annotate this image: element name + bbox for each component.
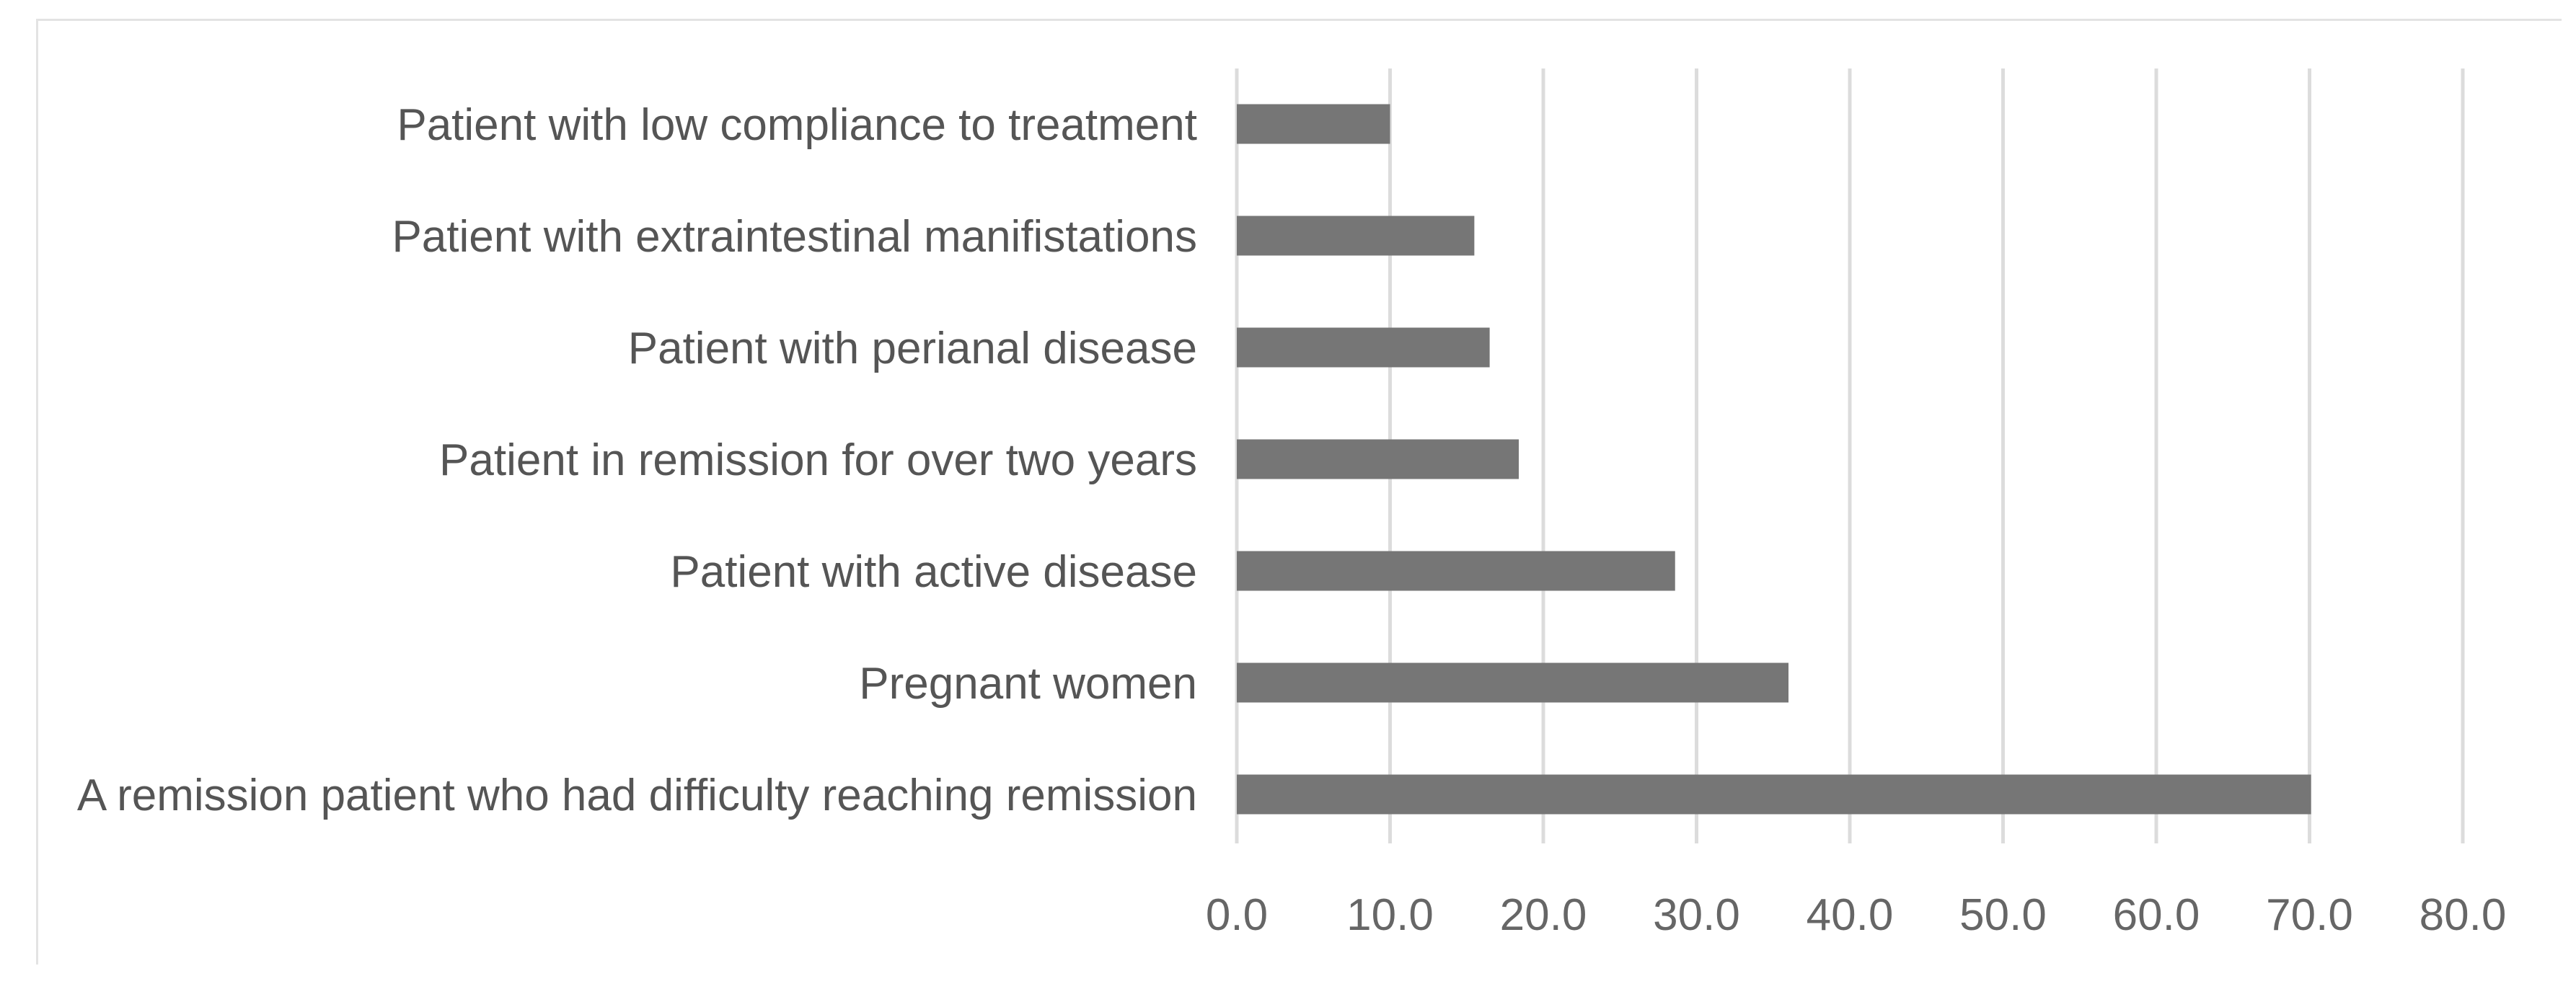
- x-axis-tick-labels: 0.0 10.0 20.0 30.0 40.0 50.0 60.0 70.0 80.0: [1206, 890, 2506, 940]
- x-tick-label-0: 0.0: [1206, 890, 1268, 940]
- category-label-4: Patient with active disease: [670, 547, 1197, 597]
- bar-0: [1237, 104, 1390, 144]
- bar-6: [1237, 774, 2311, 815]
- category-label-6: A remission patient who had difficulty r…: [77, 771, 1197, 820]
- category-label-5: Pregnant women: [859, 659, 1197, 709]
- x-tick-label-6: 60.0: [2113, 890, 2200, 940]
- category-label-2: Patient with perianal disease: [628, 324, 1197, 373]
- bar-2: [1237, 327, 1490, 368]
- x-tick-label-8: 80.0: [2420, 890, 2507, 940]
- x-tick-label-1: 10.0: [1346, 890, 1434, 940]
- x-tick-label-5: 50.0: [1959, 890, 2047, 940]
- category-labels: Patient with low compliance to treatment…: [77, 100, 1197, 820]
- bars: [1237, 104, 2311, 815]
- bar-4: [1237, 551, 1675, 591]
- bar-5: [1237, 662, 1788, 703]
- category-label-1: Patient with extraintestinal manifistati…: [392, 212, 1197, 262]
- x-tick-label-3: 30.0: [1653, 890, 1740, 940]
- x-tick-label-4: 40.0: [1807, 890, 1894, 940]
- x-tick-label-7: 70.0: [2266, 890, 2353, 940]
- x-tick-label-2: 20.0: [1500, 890, 1587, 940]
- bar-1: [1237, 216, 1475, 256]
- chart-frame: [36, 19, 2562, 965]
- category-label-3: Patient in remission for over two years: [439, 435, 1197, 485]
- category-label-0: Patient with low compliance to treatment: [397, 100, 1197, 150]
- bar-3: [1237, 439, 1519, 479]
